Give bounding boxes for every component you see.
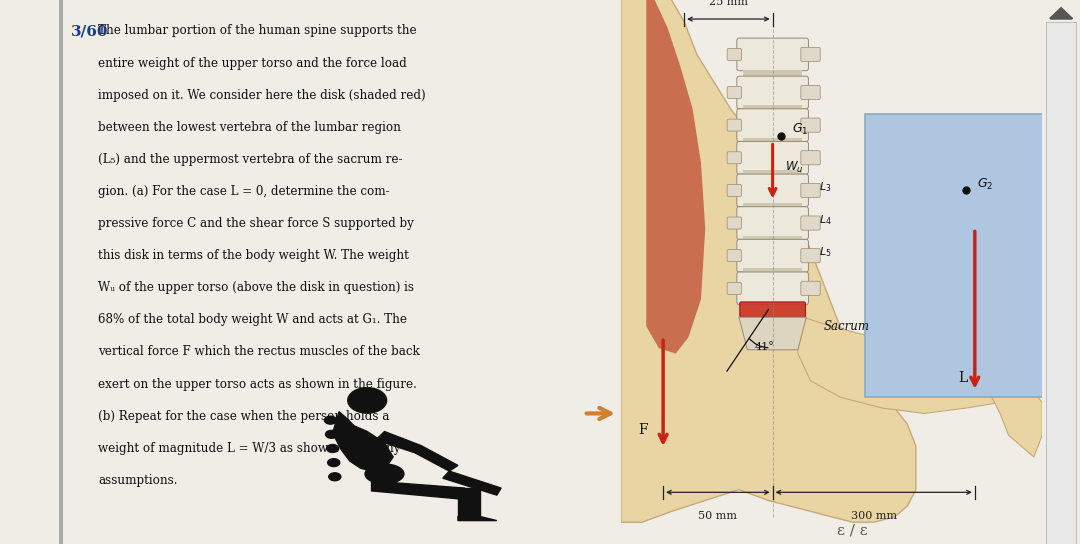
Bar [743,170,802,178]
Text: The lumbar portion of the human spine supports the: The lumbar portion of the human spine su… [98,24,417,38]
Text: weight of magnitude L = W/3 as shown. State any: weight of magnitude L = W/3 as shown. St… [98,442,401,455]
Circle shape [324,416,337,424]
Bar [743,236,802,243]
Text: this disk in terms of the body weight W. The weight: this disk in terms of the body weight W.… [98,249,409,262]
FancyBboxPatch shape [801,216,820,230]
Polygon shape [991,392,1042,457]
Bar [743,268,802,276]
FancyBboxPatch shape [801,249,820,263]
Text: 300 mm: 300 mm [851,511,896,521]
FancyBboxPatch shape [801,183,820,197]
Polygon shape [443,471,501,495]
Text: 50 mm: 50 mm [699,511,738,521]
Bar [743,203,802,211]
Polygon shape [739,317,807,350]
Polygon shape [458,516,497,521]
Text: $W_u$: $W_u$ [785,160,804,176]
Ellipse shape [365,464,404,484]
Polygon shape [621,0,916,522]
Circle shape [348,388,387,413]
Text: F: F [638,423,648,437]
FancyBboxPatch shape [737,239,809,272]
Text: 68% of the total body weight W and acts at G₁. The: 68% of the total body weight W and acts … [98,313,407,326]
Circle shape [327,459,340,467]
Text: Wᵤ of the upper torso (above the disk in question) is: Wᵤ of the upper torso (above the disk in… [98,281,414,294]
FancyBboxPatch shape [727,282,742,294]
FancyBboxPatch shape [727,48,742,60]
FancyBboxPatch shape [737,38,809,71]
Text: imposed on it. We consider here the disk (shaded red): imposed on it. We consider here the disk… [98,89,426,102]
FancyBboxPatch shape [740,302,806,317]
FancyBboxPatch shape [727,250,742,262]
Bar [743,105,802,113]
FancyBboxPatch shape [727,184,742,196]
Text: vertical force F which the rectus muscles of the back: vertical force F which the rectus muscle… [98,345,420,358]
Text: (L₅) and the uppermost vertebra of the sacrum re-: (L₅) and the uppermost vertebra of the s… [98,153,403,166]
Polygon shape [333,412,393,471]
Circle shape [325,430,338,438]
Text: exert on the upper torso acts as shown in the figure.: exert on the upper torso acts as shown i… [98,378,417,391]
Text: 3/60: 3/60 [71,24,109,39]
Bar [743,70,802,77]
FancyBboxPatch shape [737,76,809,109]
FancyBboxPatch shape [801,47,820,61]
Text: $G_1$: $G_1$ [792,122,808,138]
FancyBboxPatch shape [737,109,809,141]
FancyBboxPatch shape [727,152,742,164]
Bar [865,114,1051,397]
FancyBboxPatch shape [737,207,809,239]
FancyBboxPatch shape [727,86,742,98]
FancyArrow shape [1050,8,1072,19]
FancyBboxPatch shape [737,174,809,207]
Text: 41°: 41° [754,342,774,353]
FancyBboxPatch shape [737,141,809,174]
Circle shape [326,444,339,453]
FancyBboxPatch shape [801,151,820,165]
Polygon shape [372,481,464,499]
Text: between the lowest vertebra of the lumbar region: between the lowest vertebra of the lumba… [98,121,401,134]
Text: $G_2$: $G_2$ [977,177,994,192]
Text: $L_3$: $L_3$ [819,180,832,194]
Text: L: L [958,371,968,385]
Bar [59,0,63,544]
Text: ε / ε: ε / ε [837,523,868,537]
Bar [743,138,802,145]
Polygon shape [458,488,480,516]
Polygon shape [798,316,1042,413]
FancyBboxPatch shape [801,281,820,295]
Text: assumptions.: assumptions. [98,474,177,487]
Polygon shape [376,431,458,471]
Text: entire weight of the upper torso and the force load: entire weight of the upper torso and the… [98,57,407,70]
FancyBboxPatch shape [737,272,809,305]
Text: Sacrum: Sacrum [823,320,869,333]
Text: 25 mm: 25 mm [708,0,748,7]
FancyBboxPatch shape [727,217,742,229]
FancyBboxPatch shape [727,119,742,131]
Polygon shape [646,0,705,354]
FancyBboxPatch shape [801,85,820,100]
Text: gion. (a) For the case L = 0, determine the com-: gion. (a) For the case L = 0, determine … [98,185,390,198]
Text: pressive force C and the shear force S supported by: pressive force C and the shear force S s… [98,217,414,230]
Circle shape [328,473,341,481]
Text: $L_5$: $L_5$ [819,245,832,259]
Bar [1045,22,1076,544]
Text: (b) Repeat for the case when the person holds a: (b) Repeat for the case when the person … [98,410,390,423]
FancyBboxPatch shape [801,118,820,132]
Text: $L_4$: $L_4$ [819,213,832,227]
